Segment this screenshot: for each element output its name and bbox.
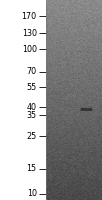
FancyBboxPatch shape: [81, 108, 92, 111]
Bar: [0, 0, 46, 200]
Text: 40: 40: [27, 103, 37, 112]
Text: 100: 100: [22, 45, 37, 54]
Text: 70: 70: [27, 67, 37, 76]
Text: 10: 10: [27, 190, 37, 198]
Text: 170: 170: [22, 12, 37, 21]
Text: 55: 55: [27, 83, 37, 92]
Text: 35: 35: [27, 111, 37, 120]
Text: 130: 130: [22, 29, 37, 38]
Text: 25: 25: [27, 132, 37, 141]
Text: 15: 15: [27, 164, 37, 173]
